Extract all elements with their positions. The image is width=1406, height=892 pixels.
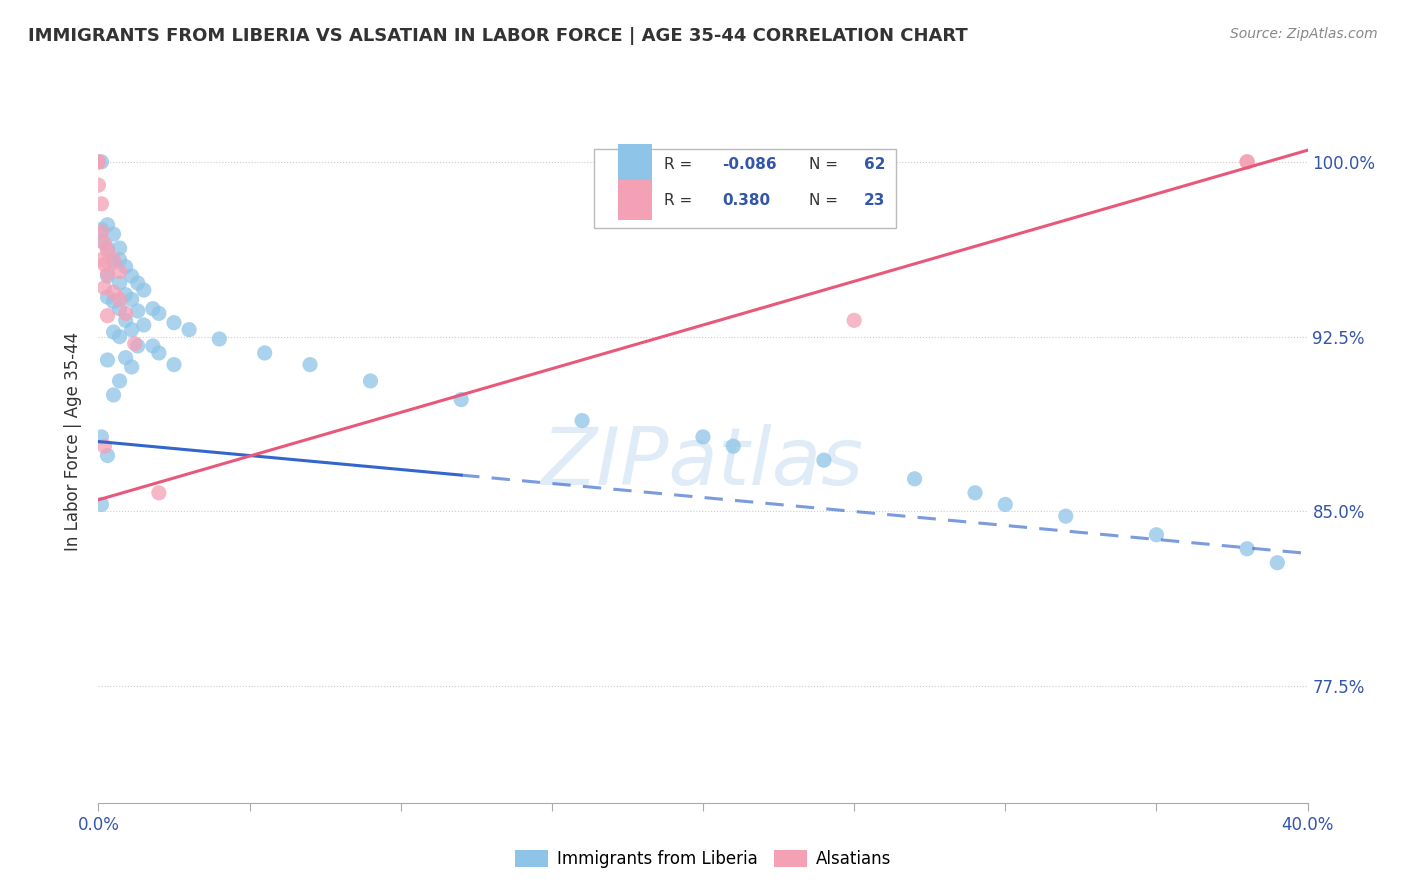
Text: 62: 62 [863,157,886,171]
Point [96,244,118,258]
Point [96,241,118,255]
Point [108,374,131,388]
Point [103,388,125,402]
Point [90,252,112,267]
Point [114,306,136,320]
Point [360,374,382,388]
Point [121,323,143,337]
Point [132,283,155,297]
Point [994,498,1017,512]
Text: 0.380: 0.380 [723,193,770,208]
Point [450,392,472,407]
Point [96,309,118,323]
Point [571,413,593,427]
Point [208,332,231,346]
Text: 23: 23 [863,193,886,208]
Point [90,196,112,211]
Point [103,252,125,267]
Point [96,218,118,232]
Point [844,313,866,327]
Point [163,358,186,372]
Point [142,339,165,353]
Point [127,339,149,353]
Point [148,306,170,320]
Point [96,268,118,283]
Point [1267,556,1289,570]
Point [90,234,112,248]
Point [142,301,165,316]
Point [90,222,112,236]
Point [121,293,143,307]
Text: -0.086: -0.086 [723,157,778,171]
Point [96,353,118,368]
Point [93,257,115,271]
Point [108,329,131,343]
Point [299,358,322,372]
Point [103,227,125,241]
Point [108,252,131,267]
Point [108,276,131,290]
Point [253,346,276,360]
Point [103,255,125,269]
Text: IMMIGRANTS FROM LIBERIA VS ALSATIAN IN LABOR FORCE | AGE 35-44 CORRELATION CHART: IMMIGRANTS FROM LIBERIA VS ALSATIAN IN L… [28,27,967,45]
Point [127,276,149,290]
Point [108,301,131,316]
Point [148,346,170,360]
Point [723,439,745,453]
Text: R =: R = [664,193,703,208]
Point [179,323,201,337]
Y-axis label: In Labor Force | Age 35-44: In Labor Force | Age 35-44 [65,332,83,551]
Point [127,304,149,318]
Text: ZIPatlas: ZIPatlas [541,425,865,502]
Point [114,313,136,327]
Point [124,336,146,351]
Point [108,293,131,307]
Point [90,154,112,169]
Point [965,485,987,500]
Point [108,241,131,255]
FancyBboxPatch shape [619,144,652,184]
Text: R =: R = [664,157,697,171]
Point [1236,154,1258,169]
Point [93,439,115,453]
Point [132,318,155,332]
Point [96,267,118,281]
Legend: Immigrants from Liberia, Alsatians: Immigrants from Liberia, Alsatians [509,843,897,875]
Point [87,154,110,169]
FancyBboxPatch shape [619,180,652,219]
Text: N =: N = [810,157,844,171]
Point [87,178,110,193]
Point [90,225,112,239]
Text: Source: ZipAtlas.com: Source: ZipAtlas.com [1230,27,1378,41]
Point [163,316,186,330]
Point [87,154,110,169]
Point [1236,541,1258,556]
Point [114,260,136,274]
Point [103,325,125,339]
Point [103,285,125,300]
Point [1054,509,1077,524]
Point [108,264,131,278]
Point [148,485,170,500]
Point [813,453,835,467]
Point [114,287,136,301]
Point [121,268,143,283]
Point [90,430,112,444]
Point [1236,154,1258,169]
Point [96,449,118,463]
Point [93,281,115,295]
Point [90,498,112,512]
Point [93,236,115,251]
Text: N =: N = [810,193,844,208]
Point [121,359,143,374]
Point [96,290,118,304]
Point [692,430,714,444]
Point [904,472,927,486]
Point [103,294,125,309]
Point [1144,528,1167,542]
Point [114,351,136,365]
FancyBboxPatch shape [595,149,897,228]
